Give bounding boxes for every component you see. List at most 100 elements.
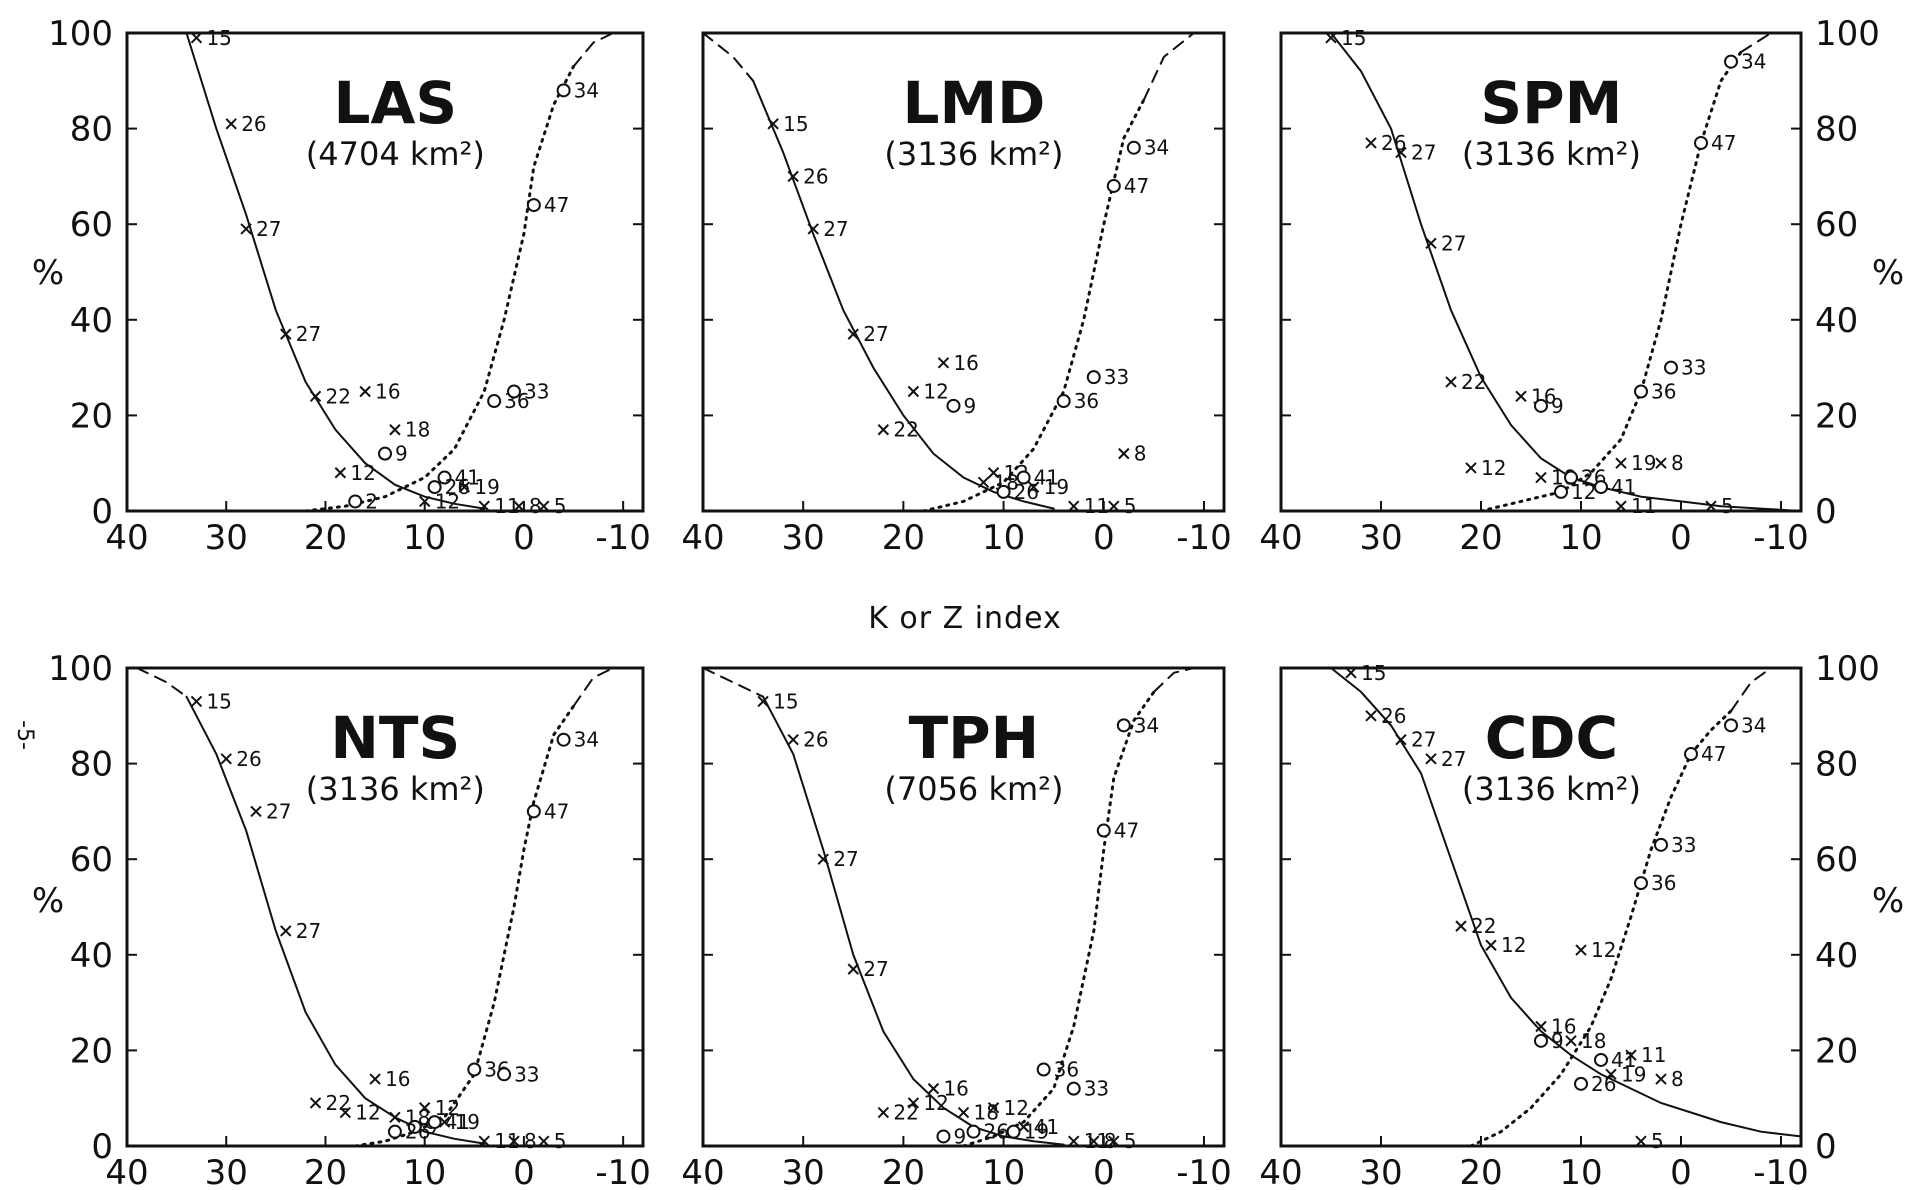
point-label: 27 xyxy=(1441,747,1466,771)
x-tick-label: 30 xyxy=(1359,518,1402,558)
point-label: 5 xyxy=(1721,494,1734,518)
x-marker xyxy=(1027,481,1040,493)
x-tick-label: 10 xyxy=(1559,518,1602,558)
point-label: 12 xyxy=(1591,938,1616,962)
x-marker xyxy=(1535,1020,1547,1033)
point-label: 27 xyxy=(256,217,281,241)
circle-marker xyxy=(1036,1062,1051,1077)
y-tick-label: 0 xyxy=(91,1127,113,1167)
x-marker xyxy=(787,733,799,746)
point-label: 33 xyxy=(1104,365,1129,389)
x-marker xyxy=(807,223,819,235)
circle-marker xyxy=(556,83,571,98)
panel-area-label: (4704 km²) xyxy=(306,135,485,173)
panel-frame xyxy=(1279,666,1803,1148)
point-label: 26 xyxy=(405,1120,430,1144)
point-label: 12 xyxy=(1501,933,1526,957)
y-tick-label: 20 xyxy=(1815,396,1858,436)
x-marker xyxy=(1395,733,1407,746)
circle-marker xyxy=(1016,470,1031,485)
right-y-label-top: % xyxy=(1872,253,1904,293)
point-label: 41 xyxy=(1034,466,1059,490)
x-tick-label: 40 xyxy=(1259,518,1302,558)
point-label: 47 xyxy=(544,193,569,217)
x-marker xyxy=(389,424,401,436)
circle-marker xyxy=(497,1067,512,1082)
x-tick-label: 20 xyxy=(1459,1153,1502,1190)
point-label: 19 xyxy=(455,1110,480,1134)
solid-curve xyxy=(185,695,486,1145)
x-marker xyxy=(977,476,990,489)
circle-marker xyxy=(1594,480,1608,495)
point-label: 27 xyxy=(266,799,291,823)
x-marker xyxy=(1445,376,1457,388)
x-marker xyxy=(1068,1135,1080,1147)
point-label: 5 xyxy=(1124,1129,1137,1153)
circle-marker xyxy=(407,1119,422,1134)
x-tick-label: -10 xyxy=(1753,518,1809,558)
point-label: 11 xyxy=(494,494,519,518)
y-tick-label: 80 xyxy=(1815,745,1858,785)
x-marker xyxy=(767,118,779,130)
x-marker xyxy=(1088,1135,1100,1147)
page-mark: -5- xyxy=(12,720,37,750)
x-marker xyxy=(240,223,252,235)
dashed-curve xyxy=(1142,32,1195,101)
point-label: 12 xyxy=(350,461,375,485)
left-y-label-top: % xyxy=(32,253,64,293)
x-marker xyxy=(280,328,292,340)
x-tick-label: 0 xyxy=(1670,1153,1692,1190)
point-label: 26 xyxy=(984,1120,1009,1144)
circle-marker xyxy=(1724,718,1738,733)
point-label: 41 xyxy=(1611,1048,1636,1072)
x-marker xyxy=(478,500,490,512)
point-label: 16 xyxy=(943,1077,968,1101)
x-marker xyxy=(817,853,829,865)
x-marker xyxy=(787,170,799,183)
x-tick-label: 10 xyxy=(982,518,1025,558)
x-tick-label: 30 xyxy=(782,518,825,558)
x-tick-label: 20 xyxy=(882,1153,925,1190)
point-label: 47 xyxy=(1124,174,1149,198)
panel-title: SPM xyxy=(1480,69,1622,137)
dashed-curve xyxy=(1730,667,1772,712)
x-marker xyxy=(1108,1135,1120,1147)
circle-marker xyxy=(1006,1124,1021,1139)
x-tick-label: 20 xyxy=(882,518,925,558)
x-tick-label: 20 xyxy=(304,1153,347,1190)
left-y-label-bottom: % xyxy=(32,881,64,921)
x-marker xyxy=(1365,710,1377,722)
point-label: 36 xyxy=(1074,389,1099,413)
x-marker xyxy=(1575,944,1587,956)
x-marker xyxy=(190,32,203,44)
circle-marker xyxy=(1654,837,1668,852)
x-marker xyxy=(190,695,203,708)
point-label: 9 xyxy=(1551,1029,1564,1053)
x-marker xyxy=(957,1106,970,1119)
circle-marker xyxy=(1116,718,1131,733)
point-label: 19 xyxy=(474,475,499,499)
dashed-curve xyxy=(135,667,188,698)
x-marker xyxy=(280,925,292,937)
point-label: 5 xyxy=(1651,1129,1664,1153)
y-tick-label: 20 xyxy=(1815,1031,1858,1071)
point-label: 8 xyxy=(1104,1129,1117,1153)
point-label: 34 xyxy=(574,728,599,752)
circle-marker xyxy=(1086,370,1101,385)
solid-curve xyxy=(1330,32,1802,512)
point-label: 47 xyxy=(1701,742,1726,766)
circle-marker xyxy=(378,446,392,461)
circle-marker xyxy=(387,1124,402,1139)
x-marker xyxy=(418,495,431,508)
x-marker xyxy=(1565,1035,1577,1047)
y-tick-label: 100 xyxy=(1815,14,1880,54)
x-marker xyxy=(937,357,950,369)
x-marker xyxy=(438,1116,451,1128)
x-marker xyxy=(907,385,920,398)
circle-marker xyxy=(507,384,521,399)
x-tick-label: 0 xyxy=(1093,518,1115,558)
x-marker xyxy=(339,1106,352,1119)
point-label: 36 xyxy=(1651,380,1676,404)
x-tick-label: 40 xyxy=(1259,1153,1302,1190)
